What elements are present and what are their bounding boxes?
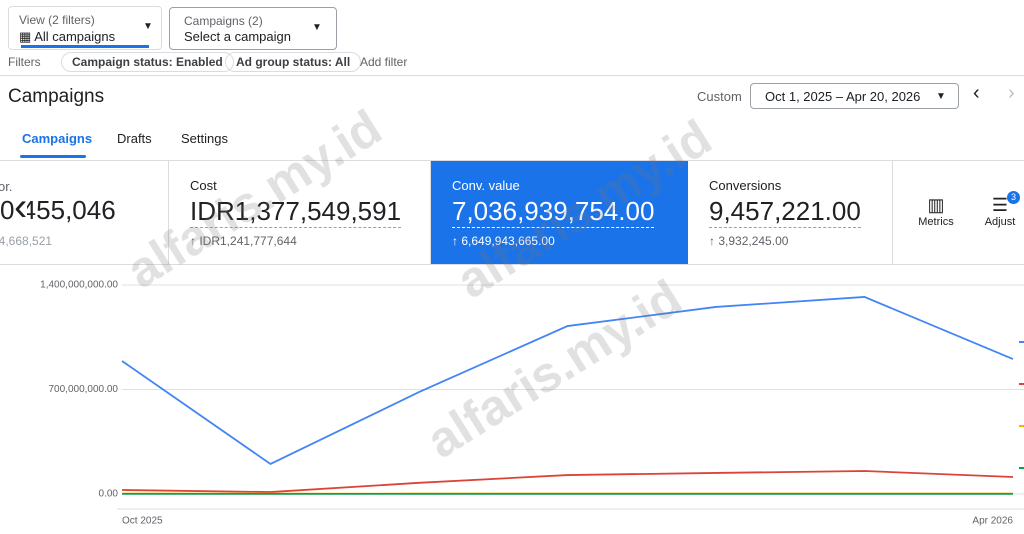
metric-row: or. 0,455,046 94,668,521 ‹ Cost IDR1,377…: [0, 160, 1024, 265]
metrics-label: Metrics: [918, 216, 954, 228]
metric-card[interactable]: Conversions 9,457,221.00 ↑ 3,932,245.00: [688, 161, 893, 264]
page-title: Campaigns: [8, 86, 105, 107]
date-picker[interactable]: Oct 1, 2025 – Apr 20, 2026 ▼: [750, 83, 959, 109]
metric-card-selected[interactable]: Conv. value 7,036,939,754.00 ↑ 6,649,943…: [431, 161, 688, 264]
filter-chip[interactable]: Campaign status: Enabled: [61, 52, 234, 72]
filter-chip[interactable]: Ad group status: All: [225, 52, 362, 72]
adjust-button[interactable]: ☰ Adjust 3: [980, 191, 1020, 228]
series-line: [121, 470, 1014, 493]
view-label: View (2 filters): [19, 13, 95, 27]
filters-label: Filters: [8, 55, 41, 69]
series-line: [121, 296, 1014, 466]
adjust-label: Adjust: [984, 216, 1016, 228]
card-value: 9,457,221.00: [709, 196, 861, 228]
campaign-selector[interactable]: Campaigns (2) Select a campaign ▼: [169, 7, 337, 50]
metrics-button[interactable]: ▥ Metrics: [916, 195, 956, 228]
card-change: 94,668,521: [0, 234, 53, 248]
tab[interactable]: Drafts: [117, 131, 152, 146]
card-label: Conversions: [709, 178, 782, 193]
metric-card[interactable]: Cost IDR1,377,549,591 ↑ IDR1,241,777,644: [168, 161, 431, 264]
card-value: IDR1,377,549,591: [190, 196, 402, 228]
tab[interactable]: Campaigns: [22, 131, 93, 146]
card-change: 3,932,245.00: [718, 234, 789, 248]
x-tick-label: Oct 2025: [122, 516, 163, 527]
campaign-value: Select a campaign: [184, 29, 291, 44]
date-value: Oct 1, 2025 – Apr 20, 2026: [765, 89, 921, 104]
card-label: Conv. value: [452, 178, 520, 193]
card-change: 6,649,943,665.00: [461, 234, 555, 248]
chart: 0.00 700,000,000.00 1,400,000,000.00 Oct 20…: [40, 280, 1024, 527]
top-bar: View (2 filters) ▦ All campaigns ▼ Campa…: [0, 0, 1024, 76]
campaign-label: Campaigns (2): [184, 14, 263, 28]
scroll-left[interactable]: ‹: [14, 185, 28, 229]
date-label: Custom: [697, 89, 742, 104]
view-selector[interactable]: View (2 filters) ▦ All campaigns ▼: [8, 6, 162, 50]
y-tick-label: 0.00: [99, 489, 119, 500]
y-tick-label: 700,000,000.00: [48, 384, 118, 395]
card-value: 7,036,939,754.00: [452, 196, 655, 228]
adjust-badge: 3: [1007, 191, 1020, 204]
add-filter[interactable]: Add filter: [360, 55, 408, 69]
view-value-text: All campaigns: [34, 29, 116, 44]
view-value: ▦ All campaigns: [19, 29, 116, 44]
card-label: Cost: [190, 178, 217, 193]
card-label: or.: [0, 179, 13, 194]
next-button[interactable]: ›: [1008, 82, 1015, 104]
y-tick-label: 1,400,000,000.00: [40, 280, 118, 291]
prev-button[interactable]: ‹: [973, 82, 980, 104]
tab[interactable]: Settings: [181, 131, 228, 146]
metric-card[interactable]: or. 0,455,046 94,668,521 ‹: [0, 161, 169, 264]
card-change: IDR1,241,777,644: [199, 234, 297, 248]
x-tick-label: Apr 2026: [972, 516, 1013, 527]
